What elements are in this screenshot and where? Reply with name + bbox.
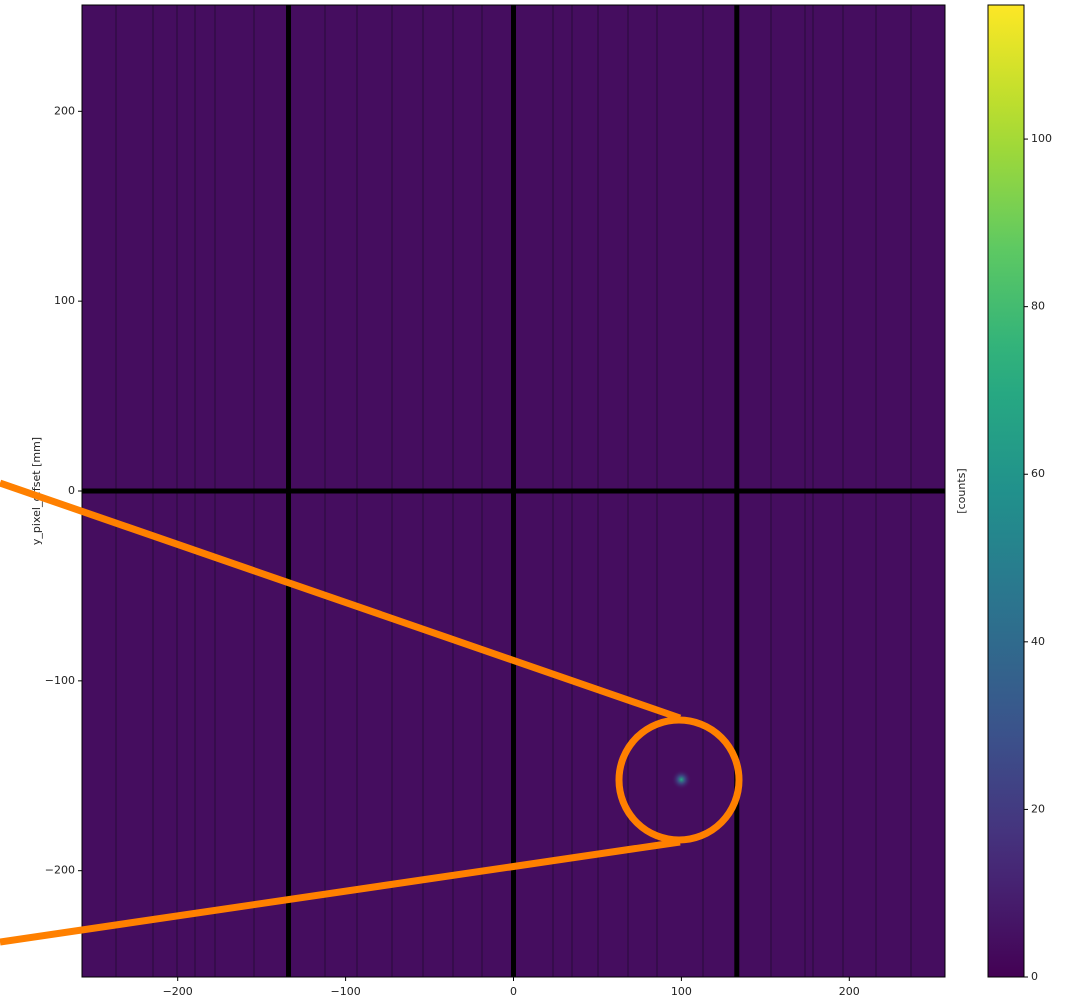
callout-line [0,479,682,722]
colorbar-tick-label: 60 [1031,467,1045,480]
y-axis-label: y_pixel_offset [mm] [30,437,43,545]
colorbar-tick-label: 40 [1031,635,1045,648]
colorbar-tick-label: 80 [1031,300,1045,313]
colorbar-tick-label: 20 [1031,802,1045,815]
colorbar-label: [counts] [955,468,968,513]
x-tick-label: −100 [330,985,360,998]
y-tick-label: 0 [68,484,75,497]
x-tick-label: 200 [839,985,860,998]
callout-line [0,838,681,946]
y-tick-label: 200 [54,104,75,117]
callout-circle [615,716,743,844]
x-tick-label: 100 [671,985,692,998]
colorbar-tick-label: 0 [1031,970,1038,983]
colorbar [987,4,1025,978]
x-tick-label: −200 [163,985,193,998]
hot-spot [671,769,692,790]
colorbar-tick-label: 100 [1031,132,1052,145]
y-tick-label: −200 [45,864,75,877]
x-tick-label: 0 [510,985,517,998]
annotation [0,479,743,946]
y-tick-label: −100 [45,674,75,687]
y-tick-label: 100 [54,294,75,307]
